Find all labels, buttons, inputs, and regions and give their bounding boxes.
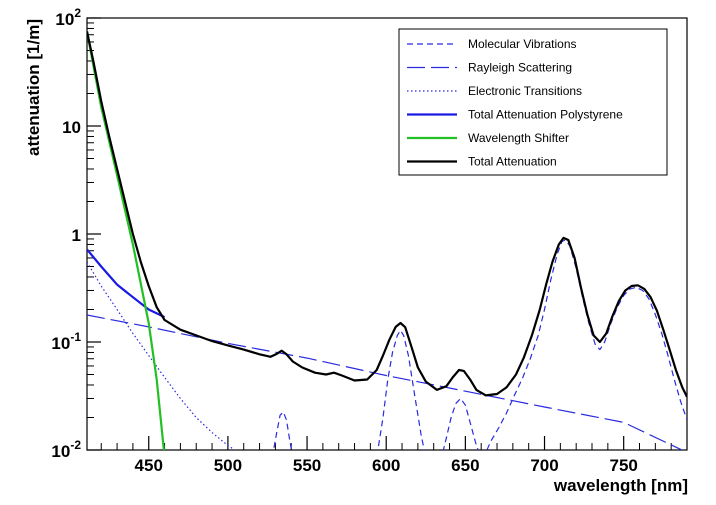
legend-label: Total Attenuation [468, 155, 557, 169]
x-tick-label: 700 [530, 456, 558, 475]
legend-box [398, 28, 668, 176]
series-line-molecular-vibrations [272, 239, 687, 450]
y-tick-label: 10-1 [51, 330, 81, 353]
legend-label: Molecular Vibrations [468, 37, 577, 51]
x-tick-label: 750 [609, 456, 637, 475]
legend: Molecular Vibrations Rayleigh Scattering E… [398, 28, 668, 176]
x-tick-label: 450 [135, 456, 163, 475]
legend-label: Total Attenuation Polystyrene [468, 108, 623, 122]
series-group [87, 31, 687, 450]
x-tick-label: 650 [451, 456, 479, 475]
y-tick-label: 1 [72, 226, 81, 245]
y-axis: 10-2 10-1 1 10 102 [51, 6, 101, 461]
series-line-wavelength-shifter [87, 31, 165, 450]
legend-entries: Molecular Vibrations Rayleigh Scattering E… [407, 37, 623, 169]
series-line-total-attenuation-polystyrene [87, 248, 166, 319]
legend-label: Electronic Transitions [468, 84, 582, 98]
y-tick-label: 10 [62, 118, 81, 137]
series-line-total-attenuation [87, 31, 687, 398]
y-axis-title: attenuation [1/m] [24, 19, 43, 156]
x-tick-label: 550 [293, 456, 321, 475]
x-tick-label: 600 [372, 456, 400, 475]
x-axis-title: wavelength [nm] [553, 476, 688, 495]
legend-label: Rayleigh Scattering [468, 61, 572, 75]
series-line-rayleigh-scattering [87, 314, 684, 450]
x-tick-label: 500 [214, 456, 242, 475]
x-axis: 450 500 550 600 650 700 750 [135, 436, 638, 475]
y-tick-label: 102 [55, 6, 81, 29]
legend-label: Wavelength Shifter [468, 131, 569, 145]
y-tick-label: 10-2 [51, 438, 81, 461]
